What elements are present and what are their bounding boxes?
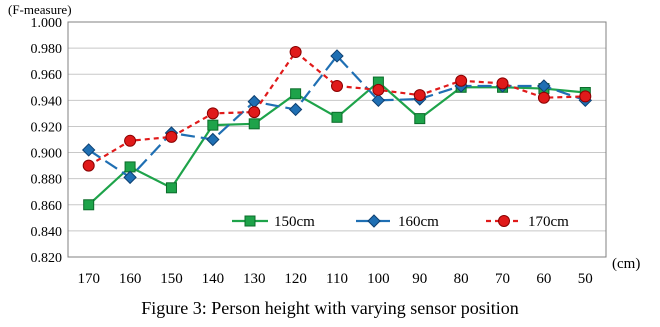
y-tick-label: 0.860 — [31, 199, 63, 214]
x-tick-label: 120 — [284, 271, 307, 287]
legend-item: 160cm — [356, 214, 439, 230]
data-point — [123, 170, 137, 185]
data-point — [288, 102, 303, 117]
legend-item: 170cm — [486, 214, 569, 230]
data-point — [496, 77, 509, 90]
legend: 150cm 160cm 170cm — [232, 214, 569, 230]
x-axis-ticks: 170 160 150 140 130 120 110 100 90 80 70 60 50 — [77, 271, 592, 287]
series-line — [88, 50, 586, 167]
data-point — [206, 132, 220, 147]
x-tick-label: 170 — [77, 271, 100, 287]
x-tick-label: 80 — [454, 271, 469, 287]
data-point — [537, 91, 550, 104]
legend-marker — [498, 215, 510, 227]
legend-label: 160cm — [398, 214, 439, 230]
data-point — [248, 118, 260, 130]
y-tick-label: 0.940 — [31, 94, 63, 109]
data-point — [82, 159, 95, 172]
data-point — [413, 89, 426, 102]
data-point — [206, 107, 219, 120]
data-point — [207, 119, 219, 131]
series-150cm — [83, 76, 591, 211]
x-tick-label: 110 — [326, 271, 348, 287]
x-tick-label: 140 — [202, 271, 225, 287]
y-tick-label: 0.980 — [31, 42, 63, 57]
y-tick-label: 0.900 — [31, 147, 63, 162]
x-tick-label: 160 — [119, 271, 142, 287]
data-point — [372, 83, 385, 96]
data-point — [248, 106, 261, 119]
data-point — [414, 113, 426, 125]
series-lines — [81, 46, 593, 211]
data-point — [165, 130, 178, 143]
x-tick-label: 130 — [243, 271, 266, 287]
series-170cm — [82, 46, 592, 172]
data-point — [124, 161, 136, 173]
data-point — [331, 79, 343, 92]
x-tick-label: 50 — [578, 271, 593, 287]
x-tick-label: 60 — [536, 271, 551, 287]
plot-frame — [67, 21, 607, 258]
legend-marker — [367, 214, 381, 228]
gridlines — [67, 21, 607, 258]
legend-label: 150cm — [274, 214, 315, 230]
data-point — [83, 199, 95, 211]
data-point — [455, 74, 468, 87]
x-tick-label: 90 — [412, 271, 427, 287]
data-point — [165, 182, 177, 194]
line-chart: (F-measure) (cm) 0.820 0.840 0.860 0.880 0.9… — [8, 2, 640, 287]
data-point — [124, 134, 137, 147]
x-tick-label: 150 — [160, 271, 183, 287]
y-axis-unit-label: (F-measure) — [8, 2, 72, 17]
data-point — [290, 88, 302, 100]
y-tick-label: 0.880 — [31, 173, 63, 188]
data-point — [331, 111, 343, 123]
y-tick-label: 1.000 — [31, 16, 63, 31]
x-axis-unit-label: (cm) — [612, 256, 640, 272]
legend-marker — [244, 215, 256, 227]
data-point — [289, 46, 302, 59]
x-tick-label: 100 — [367, 271, 390, 287]
data-point — [579, 90, 592, 103]
figure-caption: Figure 3: Person height with varying sen… — [141, 298, 519, 318]
data-point — [81, 143, 96, 157]
data-point — [371, 93, 386, 108]
y-axis-ticks: 0.820 0.840 0.860 0.880 0.900 0.920 0.940 0.960… — [31, 16, 63, 266]
y-tick-label: 0.820 — [31, 251, 63, 266]
legend-item: 150cm — [232, 214, 315, 230]
legend-label: 170cm — [528, 214, 569, 230]
data-point — [330, 49, 344, 63]
x-tick-label: 70 — [495, 271, 510, 287]
y-tick-label: 0.920 — [31, 120, 63, 135]
y-tick-label: 0.840 — [31, 225, 63, 240]
y-tick-label: 0.960 — [31, 68, 63, 83]
